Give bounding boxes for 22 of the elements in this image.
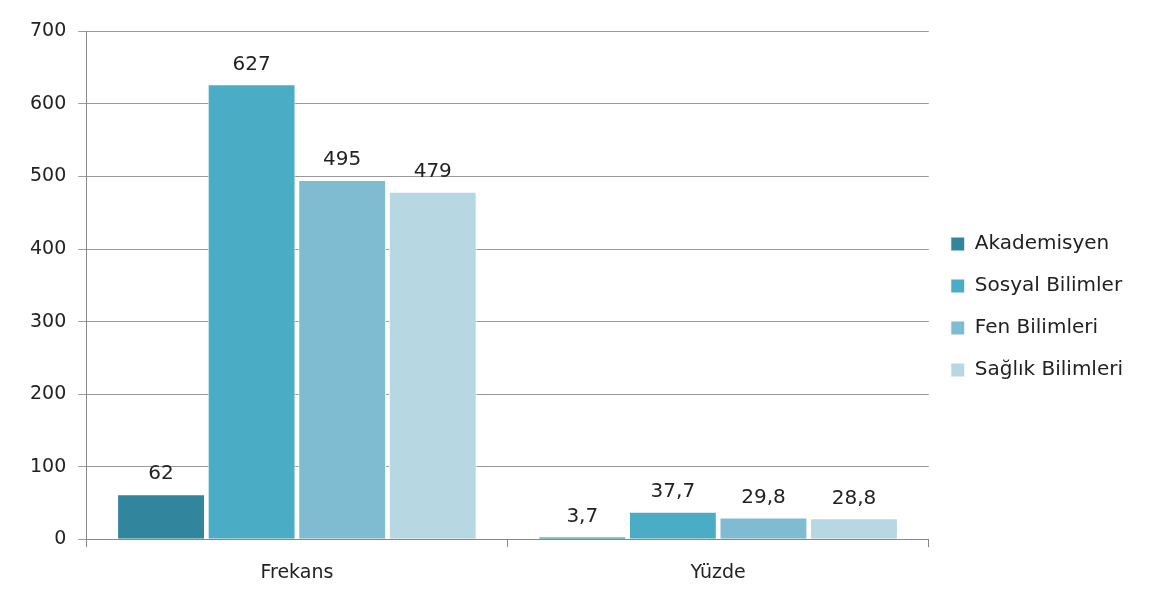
legend-label: Sosyal Bilimler [974, 272, 1123, 297]
legend-label: Akademisyen [974, 230, 1110, 255]
data-label: 627 [232, 50, 271, 75]
y-tick-label: 500 [30, 163, 67, 186]
legend-label: Fen Bilimleri [974, 314, 1099, 339]
x-tick-label: Yüzde [689, 559, 746, 582]
y-tick-label: 0 [54, 526, 67, 549]
y-tick-label: 600 [30, 90, 67, 113]
data-label: 479 [413, 157, 452, 182]
legend-label: Sağlık Bilimleri [974, 356, 1124, 381]
data-label: 37,7 [650, 478, 696, 503]
y-tick-label: 200 [30, 381, 67, 404]
data-label: 3,7 [566, 502, 599, 527]
data-label: 495 [323, 146, 362, 171]
data-label: 62 [148, 460, 174, 485]
y-tick-label: 700 [30, 18, 67, 41]
data-label: 28,8 [831, 484, 877, 509]
x-tick-label: Frekans [260, 559, 334, 582]
y-tick-label: 100 [30, 453, 67, 476]
data-label: 29,8 [741, 483, 786, 508]
y-tick-label: 300 [30, 308, 67, 331]
y-tick-label: 400 [30, 235, 67, 258]
